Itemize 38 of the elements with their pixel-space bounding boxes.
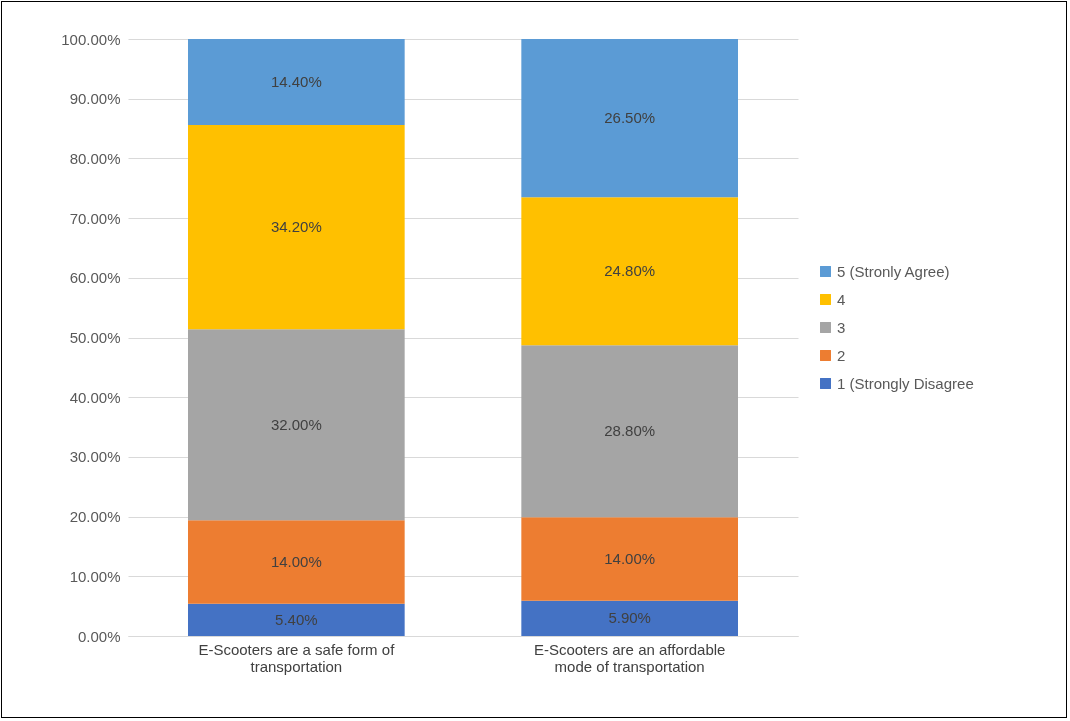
y-tick-label: 100.00% [61, 30, 121, 48]
data-label: 14.40% [270, 72, 322, 90]
legend-label: 4 [837, 290, 846, 308]
y-tick-label: 40.00% [69, 388, 121, 406]
data-label: 28.80% [604, 422, 656, 440]
bar [188, 39, 405, 125]
data-label: 5.40% [275, 610, 318, 628]
x-tick-label: E-Scooters are a safe form of transportation [198, 640, 396, 675]
data-label: 14.00% [604, 549, 656, 567]
x-tick-label: E-Scooters are an affordable mode of transportation [533, 640, 726, 675]
legend-label: 3 [837, 318, 846, 336]
y-tick-label: 80.00% [69, 149, 121, 167]
data-label: 32.00% [270, 415, 322, 433]
y-tick-label: 90.00% [69, 90, 121, 108]
legend-label: 5 (Stronly Agree) [837, 262, 950, 280]
bar [521, 517, 738, 601]
bar [521, 39, 738, 198]
legend-label: 2 [837, 346, 846, 364]
bar [188, 520, 405, 604]
y-tick-label: 0.00% [77, 627, 121, 645]
bar [188, 124, 405, 330]
y-tick-label: 50.00% [69, 329, 121, 346]
y-tick-label: 60.00% [69, 269, 121, 287]
data-label: 34.20% [270, 218, 322, 236]
data-label: 26.50% [604, 109, 656, 127]
y-tick-label: 10.00% [69, 567, 121, 585]
data-label: 5.90% [608, 609, 651, 627]
y-tick-label: 30.00% [69, 448, 121, 466]
y-tick-label: 70.00% [69, 209, 121, 227]
bar [521, 197, 738, 346]
data-label: 14.00% [270, 552, 322, 570]
bar [188, 603, 405, 636]
y-tick-label: 20.00% [69, 508, 121, 526]
bar [521, 600, 738, 636]
legend-label: 1 (Strongly Disagree [837, 374, 974, 392]
bar [188, 329, 405, 521]
data-label: 24.80% [604, 262, 656, 280]
bar [521, 345, 738, 518]
